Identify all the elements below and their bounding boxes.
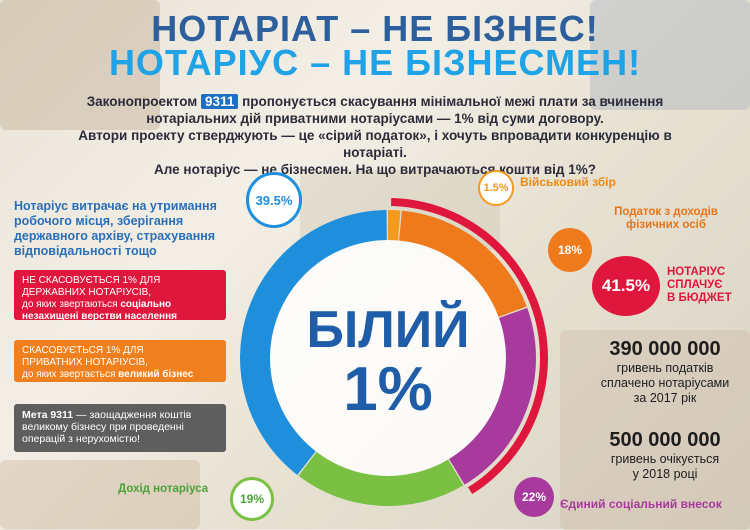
stat-2018-line1: гривень очікується	[610, 452, 720, 466]
stat-2017-line1: гривень податків	[616, 361, 714, 375]
intro-line2: нотаріальних дій приватними нотаріусами …	[146, 111, 604, 126]
state-notary-box-line4: незахищені верстви населення	[22, 311, 177, 322]
donut-segment	[240, 210, 387, 475]
social-contribution-label: Єдиний соціальний внесок	[560, 497, 722, 511]
state-notary-box: НЕ СКАСОВУЄТЬСЯ 1% ДЛЯ ДЕРЖАВНИХ НОТАРІУ…	[14, 270, 226, 322]
budget-label: НОТАРІУС СПЛАЧУЄ В БЮДЖЕТ	[667, 266, 732, 305]
donut-segment	[298, 451, 464, 506]
budget-share-circle: 41.5%	[592, 256, 660, 316]
notary-expenses-text: Нотаріус витрачає на утримання робочого …	[14, 199, 217, 258]
stat-2018-number: 500 000 000	[609, 429, 721, 451]
private-notary-box-line3: до яких звертається	[22, 369, 119, 380]
bill-number-badge: 9311	[201, 94, 239, 109]
budget-label-line1: НОТАРІУС	[667, 266, 726, 278]
stat-2017-number: 390 000 000	[609, 338, 721, 360]
background-banknote	[560, 330, 750, 530]
state-notary-box-line2: ДЕРЖАВНИХ НОТАРІУСІВ,	[22, 287, 152, 298]
background-banknote	[590, 0, 750, 110]
background-banknote	[0, 460, 200, 529]
stat-2017: 390 000 000 гривень податків сплачено но…	[590, 338, 740, 406]
main-title: НОТАРІАТ – НЕ БІЗНЕС!	[151, 8, 599, 49]
center-label: БІЛИЙ 1%	[303, 300, 473, 424]
segment-value-income-tax: 18%	[548, 228, 592, 272]
donut-center	[270, 240, 506, 476]
center-label-line2: 1%	[343, 355, 433, 424]
private-notary-box-line1: СКАСОВУЄТЬСЯ 1% ДЛЯ	[22, 345, 144, 356]
intro-text: Законопроектом 9311 пропонується скасува…	[60, 93, 690, 178]
state-notary-box-bold: соціально	[120, 299, 172, 310]
center-label-line1: БІЛИЙ	[306, 301, 470, 359]
donut-segment	[388, 210, 401, 241]
budget-label-line3: В БЮДЖЕТ	[667, 292, 732, 304]
intro-line1-pre: Законопроектом	[86, 94, 202, 109]
stat-2018-line2: у 2018 році	[632, 467, 698, 481]
intro-line1-post: пропонується скасування мінімальної межі…	[238, 94, 664, 109]
bill-goal-bold: Мета 9311	[22, 409, 74, 421]
stat-2017-line2: сплачено нотаріусами	[600, 376, 730, 390]
segment-value-notary-income: 19%	[230, 477, 274, 521]
stat-2018: 500 000 000 гривень очікується у 2018 ро…	[590, 429, 740, 482]
donut-segment	[449, 307, 536, 485]
intro-line3: Автори проекту стверджують — це «сірий п…	[78, 128, 672, 160]
income-tax-label: Податок з доходів фізичних осіб	[596, 206, 736, 232]
bill-goal-box: Мета 9311 — заощадження коштів великому …	[14, 404, 226, 452]
income-tax-label-text: Податок з доходів фізичних осіб	[614, 206, 718, 231]
private-notary-box-line2: ПРИВАТНИХ НОТАРІУСІВ,	[22, 357, 148, 368]
background-banknote	[0, 0, 160, 130]
military-levy-label: Військовий збір	[520, 175, 616, 189]
state-notary-box-line1: НЕ СКАСОВУЄТЬСЯ 1% ДЛЯ	[22, 275, 161, 286]
state-notary-box-line3: до яких звертаються	[22, 299, 121, 310]
segment-value-social-contribution: 22%	[514, 477, 554, 517]
segment-value-notary-expenses: 39.5%	[246, 172, 302, 228]
private-notary-box: СКАСОВУЄТЬСЯ 1% ДЛЯ ПРИВАТНИХ НОТАРІУСІВ…	[14, 340, 226, 382]
private-notary-box-bold: великий бізнес	[118, 369, 194, 380]
bill-goal-text: — заощадження коштів великому бізнесу пр…	[22, 409, 192, 445]
main-subtitle: НОТАРІУС – НЕ БІЗНЕСМЕН!	[108, 42, 642, 83]
donut-segment	[399, 210, 527, 317]
budget-label-line2: СПЛАЧУЄ	[667, 279, 723, 291]
notary-income-label: Дохід нотаріуса	[118, 483, 209, 495]
segment-value-military-levy: 1.5%	[478, 170, 514, 206]
stat-2017-line3: за 2017 рік	[633, 391, 697, 405]
